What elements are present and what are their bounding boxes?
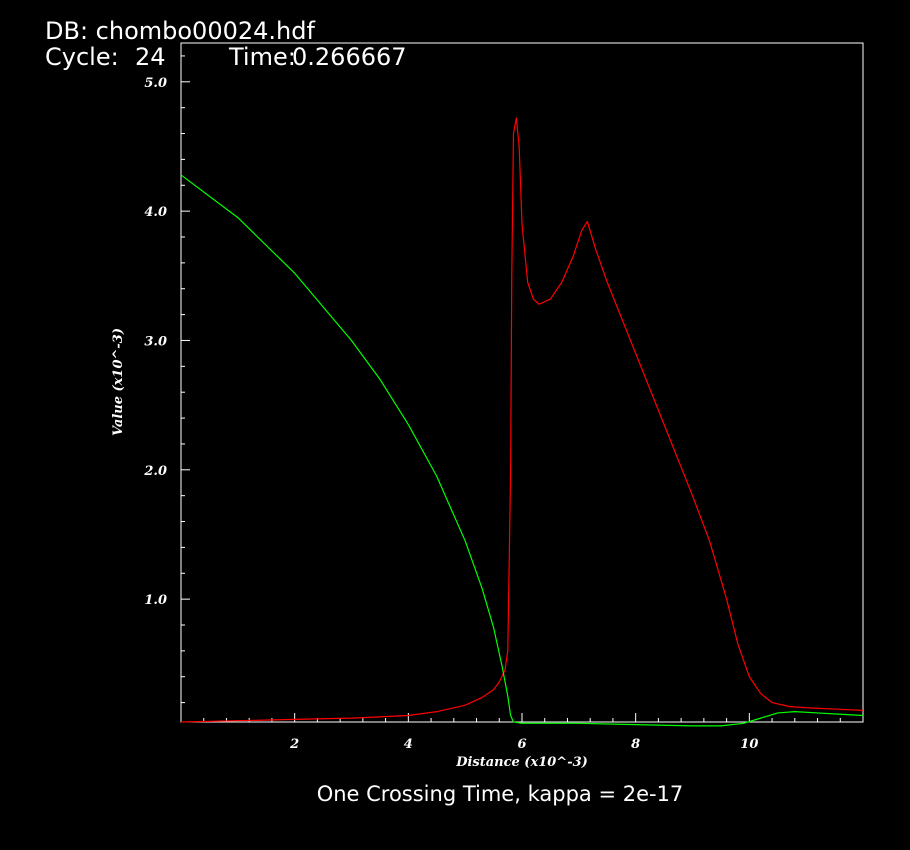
x-tick-label: 6 xyxy=(517,737,526,752)
y-tick-label: 4.0 xyxy=(144,205,167,220)
cycle-value: 24 xyxy=(135,43,166,71)
y-axis-label: Value (x10^-3) xyxy=(111,328,126,436)
time-value: 0.266667 xyxy=(292,43,407,71)
series-line-green xyxy=(180,174,864,727)
series-line-red xyxy=(180,117,864,723)
x-tick-label: 8 xyxy=(631,737,640,752)
x-tick-label: 10 xyxy=(740,737,758,752)
plot-frame xyxy=(180,42,864,723)
y-tick-label: 5.0 xyxy=(144,76,167,91)
x-tick-label: 4 xyxy=(404,737,413,752)
y-tick-label: 3.0 xyxy=(144,334,167,349)
x-tick-label: 2 xyxy=(289,737,299,752)
x-axis-label: Distance (x10^-3) xyxy=(455,755,588,770)
time-label: Time: xyxy=(229,43,296,71)
db-title: DB: chombo00024.hdf xyxy=(45,17,315,45)
cycle-label: Cycle: xyxy=(45,43,119,71)
y-tick-label: 2.0 xyxy=(143,464,167,479)
y-tick-label: 1.0 xyxy=(144,593,167,608)
chart-caption: One Crossing Time, kappa = 2e-17 xyxy=(316,782,684,806)
